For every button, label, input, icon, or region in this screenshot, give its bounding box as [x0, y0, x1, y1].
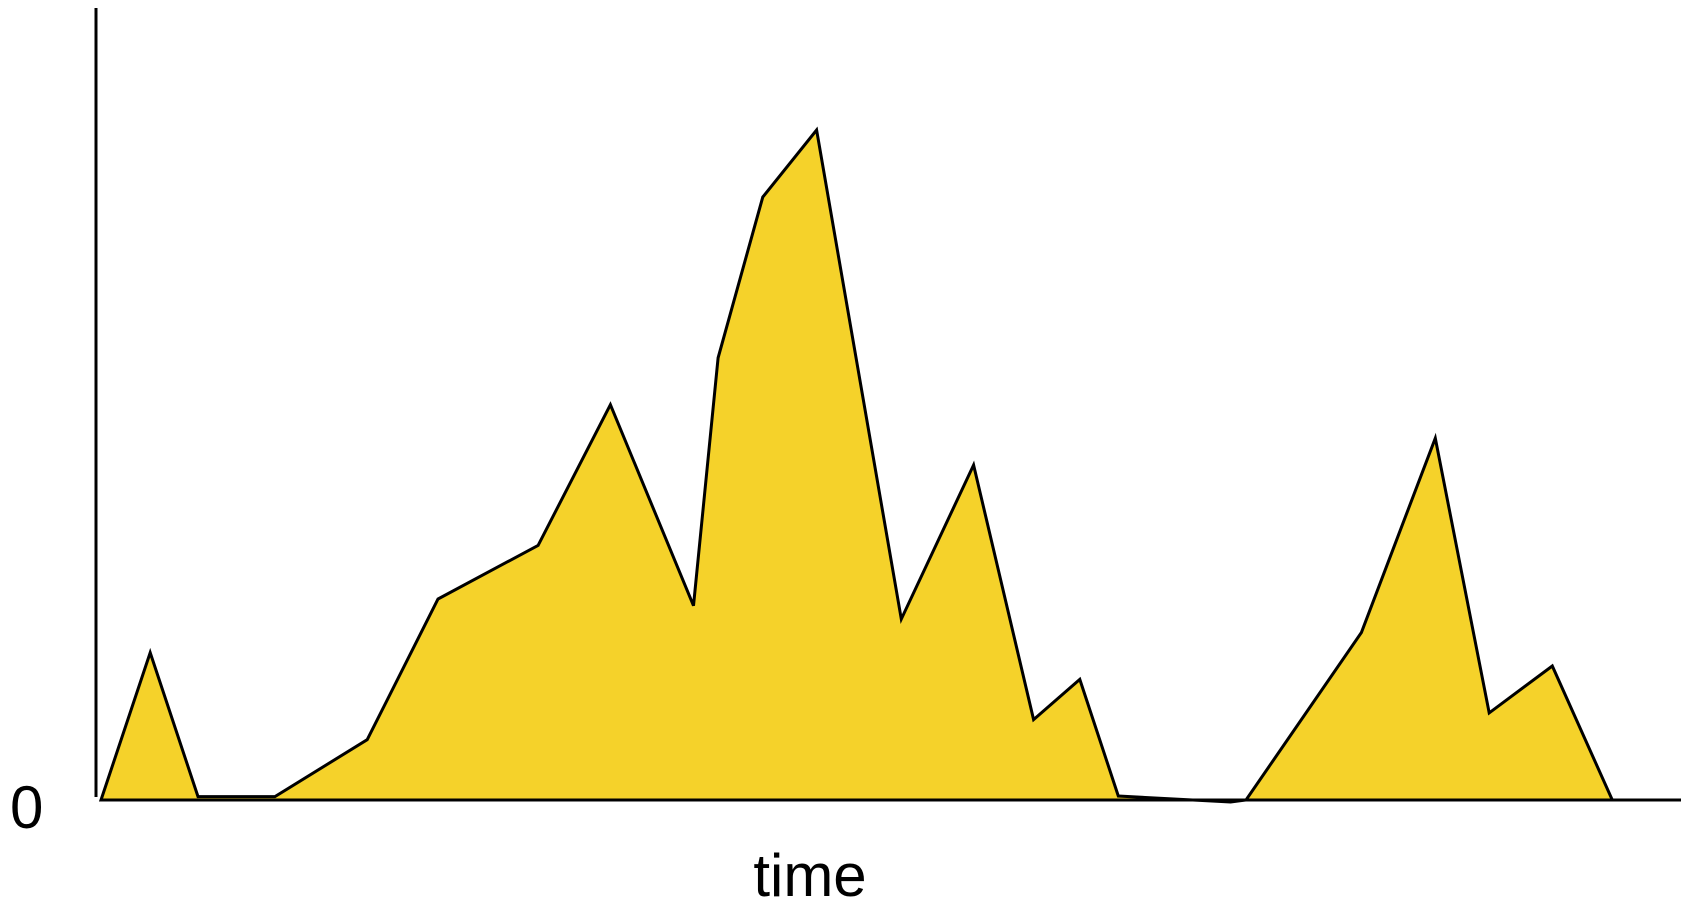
y-tick-label-zero: 0 — [10, 774, 43, 841]
x-axis-title: time — [753, 842, 866, 906]
series-area — [98, 126, 1640, 804]
